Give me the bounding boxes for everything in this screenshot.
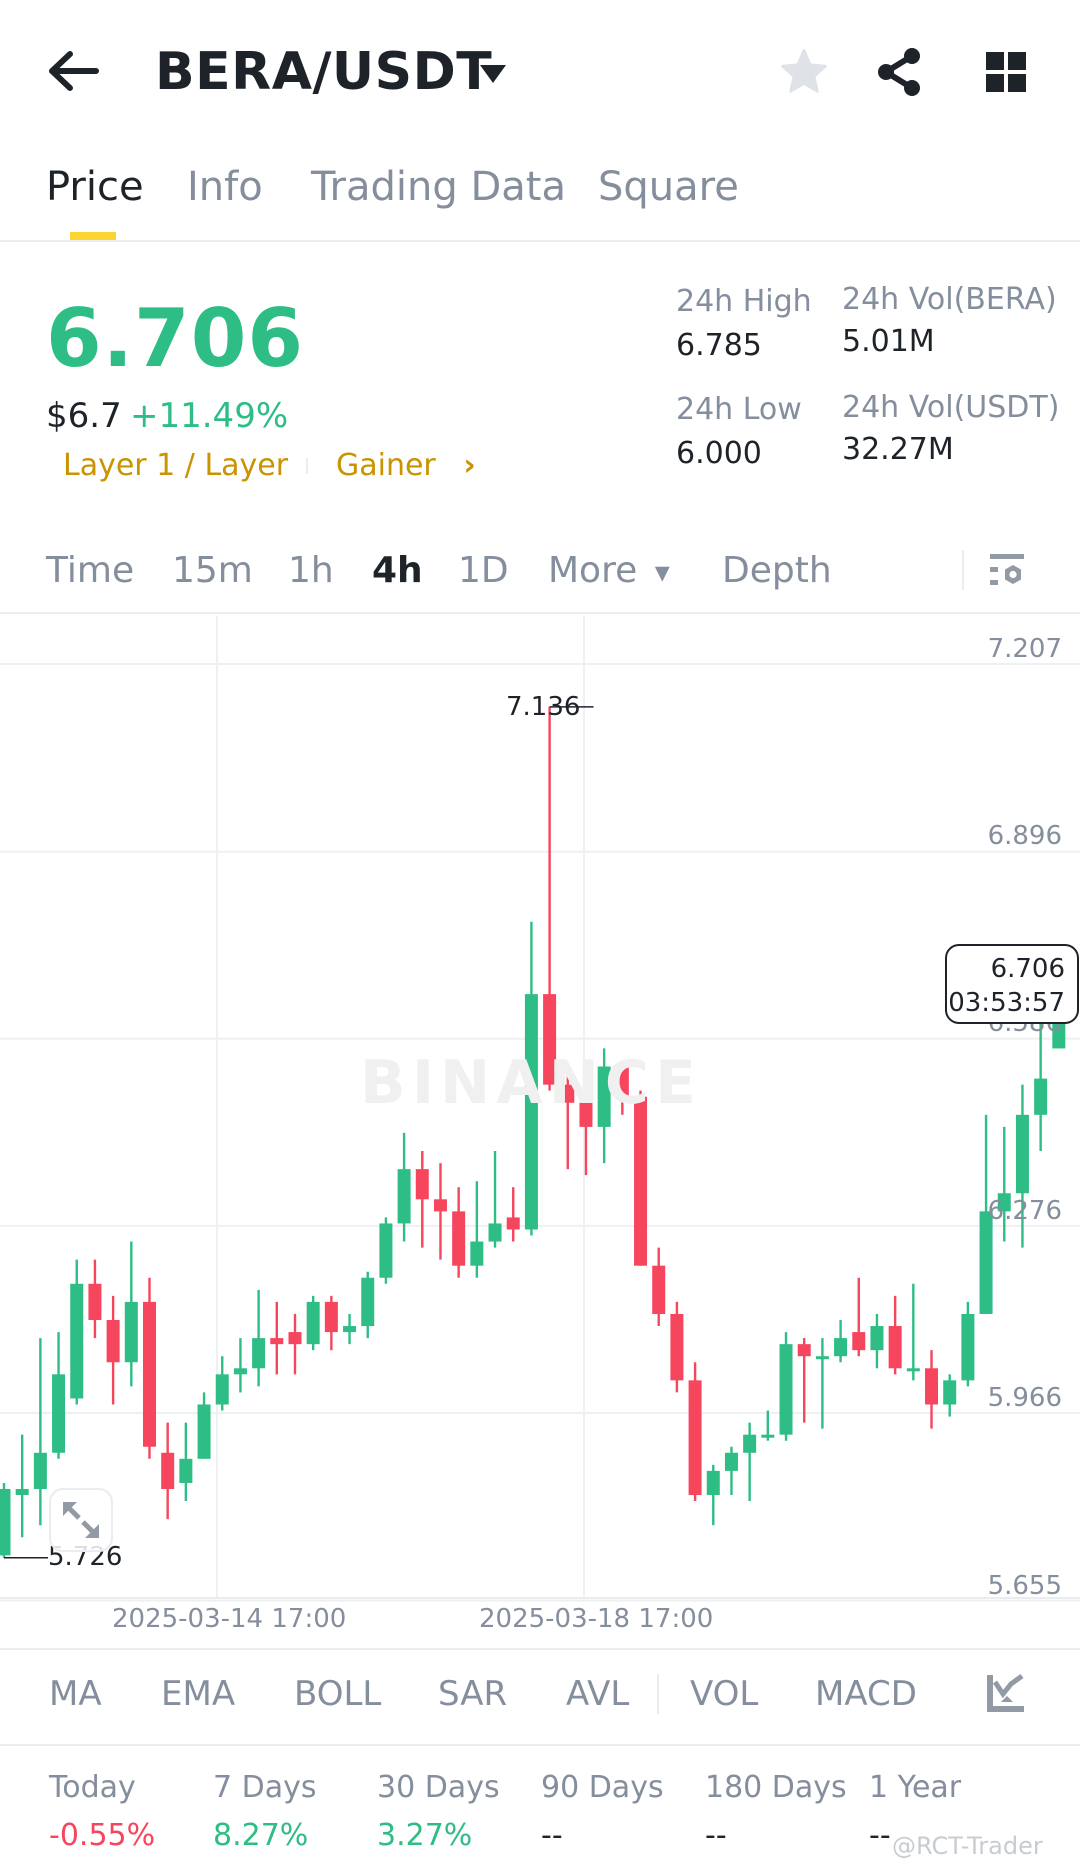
tag-gainer[interactable]: Gainer › (336, 448, 476, 483)
high-value: 6.785 (676, 328, 762, 363)
share-icon (878, 48, 920, 96)
y-axis-tick: 5.655 (987, 1571, 1062, 1601)
favorite-button[interactable] (778, 46, 830, 98)
current-price-value: 6.706 (990, 954, 1065, 984)
star-icon (781, 49, 827, 93)
performance-summary: Today -0.55% 7 Days 8.27% 30 Days 3.27% … (0, 1770, 1080, 1868)
max-price-marker: 7.136 (506, 692, 581, 722)
caret-down-icon: ▾ (654, 555, 670, 590)
perf-label: Today (49, 1770, 136, 1805)
share-button[interactable] (874, 46, 926, 98)
low-label: 24h Low (676, 392, 802, 427)
vol-quote-value: 32.27M (842, 432, 954, 467)
interval-more-label: More (548, 550, 638, 591)
perf-value: -0.55% (49, 1818, 156, 1853)
perf-label: 180 Days (705, 1770, 847, 1805)
vol-quote-label: 24h Vol(USDT) (842, 390, 1060, 425)
chart-settings-button[interactable] (986, 548, 1028, 594)
indicator-macd[interactable]: MACD (815, 1674, 917, 1714)
interval-1d[interactable]: 1D (458, 550, 509, 591)
y-axis-tick: 6.276 (987, 1196, 1062, 1226)
chart-canvas[interactable] (0, 616, 1080, 1646)
caret-down-icon (480, 65, 506, 83)
expand-icon (63, 1502, 99, 1538)
fullscreen-button[interactable] (49, 1488, 113, 1552)
high-label: 24h High (676, 284, 812, 319)
watermark-credit: @RCT-Trader (892, 1832, 1043, 1860)
last-price: 6.706 (46, 292, 305, 385)
candlestick-chart[interactable]: BINANCE 7.207 6.896 6.586 6.276 5.966 5.… (0, 616, 1080, 1646)
vol-base-value: 5.01M (842, 324, 935, 359)
tag-gainer-label: Gainer (336, 448, 436, 483)
pair-selector-caret[interactable] (478, 62, 508, 86)
indicator-boll[interactable]: BOLL (294, 1674, 382, 1714)
tab-price[interactable]: Price (46, 164, 144, 210)
interval-time[interactable]: Time (46, 550, 135, 591)
grid-icon (986, 52, 1026, 92)
usd-price: $6.7 (46, 396, 122, 436)
layout-button[interactable] (980, 46, 1032, 98)
chevron-right-icon: › (463, 448, 476, 483)
indicator-ma[interactable]: MA (49, 1674, 102, 1714)
perf-label: 90 Days (541, 1770, 664, 1805)
current-price-label[interactable]: 6.706 03:53:57 (945, 944, 1079, 1024)
price-change-percent: +11.49% (130, 396, 289, 436)
perf-value: 3.27% (377, 1818, 473, 1853)
active-tab-indicator (70, 232, 116, 240)
interval-4h[interactable]: 4h (372, 550, 423, 591)
top-bar: BERA/USDT (0, 0, 1080, 140)
perf-value: -- (541, 1818, 563, 1853)
back-button[interactable] (48, 46, 102, 96)
pair-title[interactable]: BERA/USDT (155, 42, 493, 102)
vol-base-label: 24h Vol(BERA) (842, 282, 1057, 317)
perf-label: 7 Days (213, 1770, 317, 1805)
indicator-vol[interactable]: VOL (690, 1674, 759, 1714)
tag-divider (306, 458, 308, 474)
y-axis-tick: 6.896 (987, 821, 1062, 851)
interval-more[interactable]: More ▾ (548, 550, 670, 591)
indicator-chart-icon (987, 1673, 1024, 1712)
perf-label: 1 Year (869, 1770, 962, 1805)
page-tabs: Price Info Trading Data Square (0, 150, 1080, 242)
tab-info[interactable]: Info (187, 164, 263, 210)
perf-value: -- (705, 1818, 727, 1853)
interval-1h[interactable]: 1h (288, 550, 334, 591)
indicator-bar: MA EMA BOLL SAR AVL VOL MACD (0, 1648, 1080, 1746)
x-axis-tick: 2025-03-18 17:00 (479, 1604, 714, 1634)
interval-depth[interactable]: Depth (722, 550, 832, 591)
x-axis-tick: 2025-03-14 17:00 (112, 1604, 347, 1634)
binance-watermark: BINANCE (360, 1048, 702, 1118)
tag-layer1[interactable]: Layer 1 / Layer (63, 448, 289, 483)
indicator-settings-button[interactable] (987, 1672, 1027, 1712)
ticker-summary: 6.706 $6.7 +11.49% Layer 1 / Layer Gaine… (0, 260, 1080, 500)
y-axis-tick: 7.207 (987, 634, 1062, 664)
candle-countdown: 03:53:57 (948, 988, 1065, 1018)
indicator-divider (657, 1674, 659, 1714)
perf-label: 30 Days (377, 1770, 500, 1805)
chart-settings-icon (990, 554, 1024, 585)
indicator-ema[interactable]: EMA (161, 1674, 236, 1714)
interval-15m[interactable]: 15m (172, 550, 253, 591)
interval-selector: Time 15m 1h 4h 1D More ▾ Depth (0, 530, 1080, 614)
perf-value: -- (869, 1818, 891, 1853)
tab-trading-data[interactable]: Trading Data (311, 164, 566, 210)
tab-square[interactable]: Square (598, 164, 739, 210)
arrow-left-icon (49, 51, 99, 91)
interval-divider (962, 550, 964, 590)
perf-value: 8.27% (213, 1818, 309, 1853)
low-value: 6.000 (676, 436, 762, 471)
indicator-avl[interactable]: AVL (566, 1674, 630, 1714)
indicator-sar[interactable]: SAR (438, 1674, 508, 1714)
y-axis-tick: 5.966 (987, 1383, 1062, 1413)
